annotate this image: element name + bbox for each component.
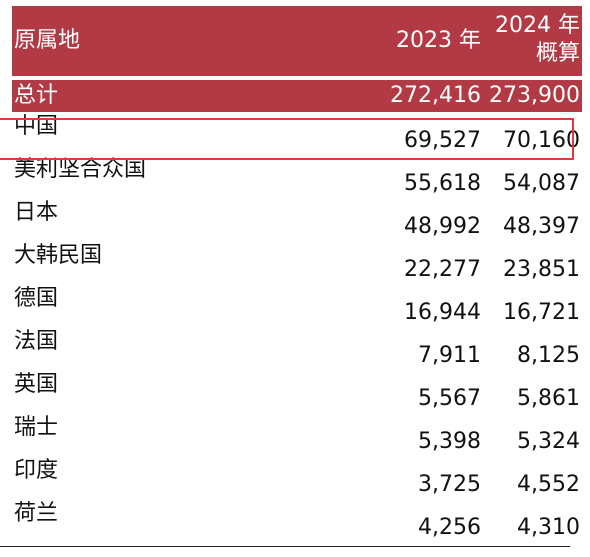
value-2024: 8,125 bbox=[517, 343, 580, 368]
value-2024: 70,160 bbox=[503, 128, 580, 153]
value-2024: 5,861 bbox=[517, 386, 580, 411]
header-2023: 2023 年 bbox=[396, 28, 481, 53]
value-2023: 4,256 bbox=[418, 515, 481, 540]
table-row: 中国 69,527 70,160 bbox=[12, 112, 582, 155]
header-gap bbox=[12, 76, 582, 80]
value-2023: 5,398 bbox=[418, 429, 481, 454]
country-name: 德国 bbox=[14, 286, 59, 311]
table-bottom-rule bbox=[0, 546, 570, 547]
country-name: 美利坚合众国 bbox=[14, 157, 147, 182]
value-2024: 23,851 bbox=[503, 257, 580, 282]
table-row: 法国 7,911 8,125 bbox=[12, 327, 582, 370]
value-2024: 54,087 bbox=[503, 171, 580, 196]
table-row: 英国 5,567 5,861 bbox=[12, 370, 582, 413]
header-2024-estimate: 概算 bbox=[535, 41, 580, 66]
table-row: 印度 3,725 4,552 bbox=[12, 456, 582, 499]
header-2024: 2024 年 概算 bbox=[495, 12, 580, 68]
value-2023: 3,725 bbox=[418, 472, 481, 497]
country-name: 大韩民国 bbox=[14, 243, 103, 268]
value-2024: 4,310 bbox=[517, 515, 580, 540]
country-name: 印度 bbox=[14, 458, 59, 483]
value-2024: 5,324 bbox=[517, 429, 580, 454]
country-name: 荷兰 bbox=[14, 501, 59, 526]
table-row: 日本 48,992 48,397 bbox=[12, 198, 582, 241]
value-2023: 5,567 bbox=[418, 386, 481, 411]
origin-table: 原属地 2023 年 2024 年 概算 总计 272,416 273,900 … bbox=[12, 6, 582, 542]
value-2023: 55,618 bbox=[404, 171, 481, 196]
table-row: 大韩民国 22,277 23,851 bbox=[12, 241, 582, 284]
value-2024: 48,397 bbox=[503, 214, 580, 239]
value-2024: 16,721 bbox=[503, 300, 580, 325]
country-name: 日本 bbox=[14, 200, 59, 225]
country-name: 中国 bbox=[14, 114, 59, 139]
country-name: 法国 bbox=[14, 329, 59, 354]
header-origin: 原属地 bbox=[14, 28, 81, 53]
value-2023: 7,911 bbox=[418, 343, 481, 368]
total-row: 总计 272,416 273,900 bbox=[12, 80, 582, 112]
total-label: 总计 bbox=[14, 83, 59, 108]
table-row: 荷兰 4,256 4,310 bbox=[12, 499, 582, 542]
value-2024: 4,552 bbox=[517, 472, 580, 497]
value-2023: 69,527 bbox=[404, 128, 481, 153]
total-2023: 272,416 bbox=[390, 83, 481, 108]
table-row: 美利坚合众国 55,618 54,087 bbox=[12, 155, 582, 198]
table-row: 瑞士 5,398 5,324 bbox=[12, 413, 582, 456]
table-header: 原属地 2023 年 2024 年 概算 bbox=[12, 6, 582, 76]
value-2023: 48,992 bbox=[404, 214, 481, 239]
value-2023: 16,944 bbox=[404, 300, 481, 325]
country-name: 英国 bbox=[14, 372, 59, 397]
header-2024-year: 2024 年 bbox=[495, 13, 580, 38]
table-row: 德国 16,944 16,721 bbox=[12, 284, 582, 327]
value-2023: 22,277 bbox=[404, 257, 481, 282]
total-2024: 273,900 bbox=[489, 83, 580, 108]
country-name: 瑞士 bbox=[14, 415, 59, 440]
